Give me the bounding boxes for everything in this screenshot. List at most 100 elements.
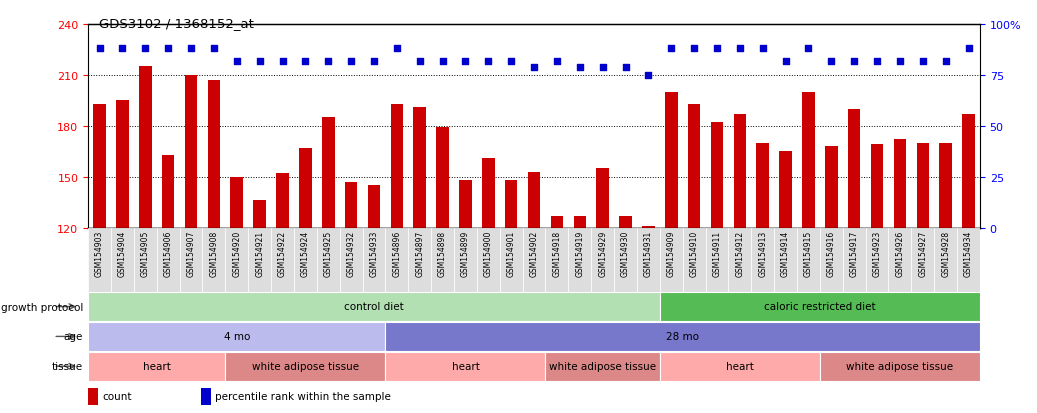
Point xyxy=(708,46,725,52)
Point xyxy=(549,58,565,65)
Bar xyxy=(940,143,952,228)
Text: GSM154896: GSM154896 xyxy=(392,230,401,276)
Text: 28 mo: 28 mo xyxy=(666,331,699,341)
Bar xyxy=(688,104,700,228)
Point xyxy=(343,58,360,65)
Bar xyxy=(705,228,728,292)
Text: GSM154910: GSM154910 xyxy=(690,230,699,276)
Bar xyxy=(431,228,454,292)
Text: GSM154930: GSM154930 xyxy=(621,230,630,276)
Text: heart: heart xyxy=(143,361,171,371)
Bar xyxy=(253,201,265,228)
Bar xyxy=(962,114,975,228)
Bar xyxy=(409,228,431,292)
Text: GSM154918: GSM154918 xyxy=(553,230,561,276)
Bar xyxy=(710,123,723,228)
Text: GSM154915: GSM154915 xyxy=(804,230,813,276)
Point xyxy=(160,46,176,52)
Bar xyxy=(179,228,202,292)
Bar xyxy=(225,352,386,381)
Bar xyxy=(660,292,980,321)
Point xyxy=(731,46,748,52)
Text: growth protocol: growth protocol xyxy=(1,302,83,312)
Point xyxy=(91,46,108,52)
Point xyxy=(755,46,772,52)
Text: GSM154908: GSM154908 xyxy=(209,230,219,276)
Text: GSM154914: GSM154914 xyxy=(781,230,790,276)
Text: GSM154917: GSM154917 xyxy=(849,230,859,276)
Bar xyxy=(162,155,174,228)
Bar xyxy=(111,228,134,292)
Text: GSM154907: GSM154907 xyxy=(187,230,196,276)
Bar xyxy=(505,180,517,228)
Bar xyxy=(820,228,843,292)
Point xyxy=(183,46,199,52)
Text: GSM154913: GSM154913 xyxy=(758,230,767,276)
Text: white adipose tissue: white adipose tissue xyxy=(252,361,359,371)
Bar xyxy=(386,228,409,292)
Point xyxy=(640,72,656,79)
Point xyxy=(114,46,131,52)
Point xyxy=(274,58,290,65)
Text: white adipose tissue: white adipose tissue xyxy=(550,361,656,371)
Text: GSM154924: GSM154924 xyxy=(301,230,310,276)
Point xyxy=(297,58,313,65)
Bar xyxy=(917,143,929,228)
Text: GSM154916: GSM154916 xyxy=(826,230,836,276)
Point xyxy=(503,58,520,65)
Bar xyxy=(276,174,288,228)
Point xyxy=(457,58,474,65)
Bar xyxy=(528,172,540,228)
Point xyxy=(480,58,497,65)
Text: GDS3102 / 1368152_at: GDS3102 / 1368152_at xyxy=(99,17,253,29)
Text: percentile rank within the sample: percentile rank within the sample xyxy=(215,391,391,401)
Text: GSM154921: GSM154921 xyxy=(255,230,264,276)
Text: GSM154929: GSM154929 xyxy=(598,230,607,276)
Text: count: count xyxy=(103,391,132,401)
Bar xyxy=(889,228,912,292)
Point xyxy=(366,58,383,65)
Bar xyxy=(545,352,660,381)
Bar xyxy=(871,145,884,228)
Bar xyxy=(820,352,980,381)
Text: GSM154923: GSM154923 xyxy=(872,230,881,276)
Point xyxy=(228,58,245,65)
Bar xyxy=(88,292,660,321)
Bar xyxy=(157,228,179,292)
Bar xyxy=(756,143,769,228)
Point xyxy=(526,64,542,71)
Point xyxy=(869,58,886,65)
Bar xyxy=(596,169,609,228)
Bar xyxy=(391,104,403,228)
Bar xyxy=(957,228,980,292)
Bar xyxy=(88,388,99,405)
Bar xyxy=(637,228,660,292)
Point xyxy=(251,58,268,65)
Bar xyxy=(88,228,111,292)
Text: GSM154905: GSM154905 xyxy=(141,230,149,276)
Text: white adipose tissue: white adipose tissue xyxy=(846,361,953,371)
Bar xyxy=(116,101,129,228)
Bar xyxy=(523,228,545,292)
Bar xyxy=(299,148,312,228)
Text: GSM154934: GSM154934 xyxy=(964,230,973,276)
Point xyxy=(937,58,954,65)
Point xyxy=(915,58,931,65)
Text: GSM154911: GSM154911 xyxy=(712,230,722,276)
Point xyxy=(846,58,863,65)
Bar xyxy=(843,228,866,292)
Bar xyxy=(386,322,980,351)
Bar xyxy=(803,93,815,228)
Bar xyxy=(88,322,386,351)
Bar xyxy=(751,228,775,292)
Bar xyxy=(321,118,335,228)
Bar xyxy=(551,216,563,228)
Bar xyxy=(545,228,568,292)
Bar xyxy=(459,180,472,228)
Point xyxy=(960,46,977,52)
Bar xyxy=(340,228,363,292)
Text: GSM154898: GSM154898 xyxy=(438,230,447,276)
Bar xyxy=(733,114,747,228)
Bar xyxy=(591,228,614,292)
Text: GSM154912: GSM154912 xyxy=(735,230,745,276)
